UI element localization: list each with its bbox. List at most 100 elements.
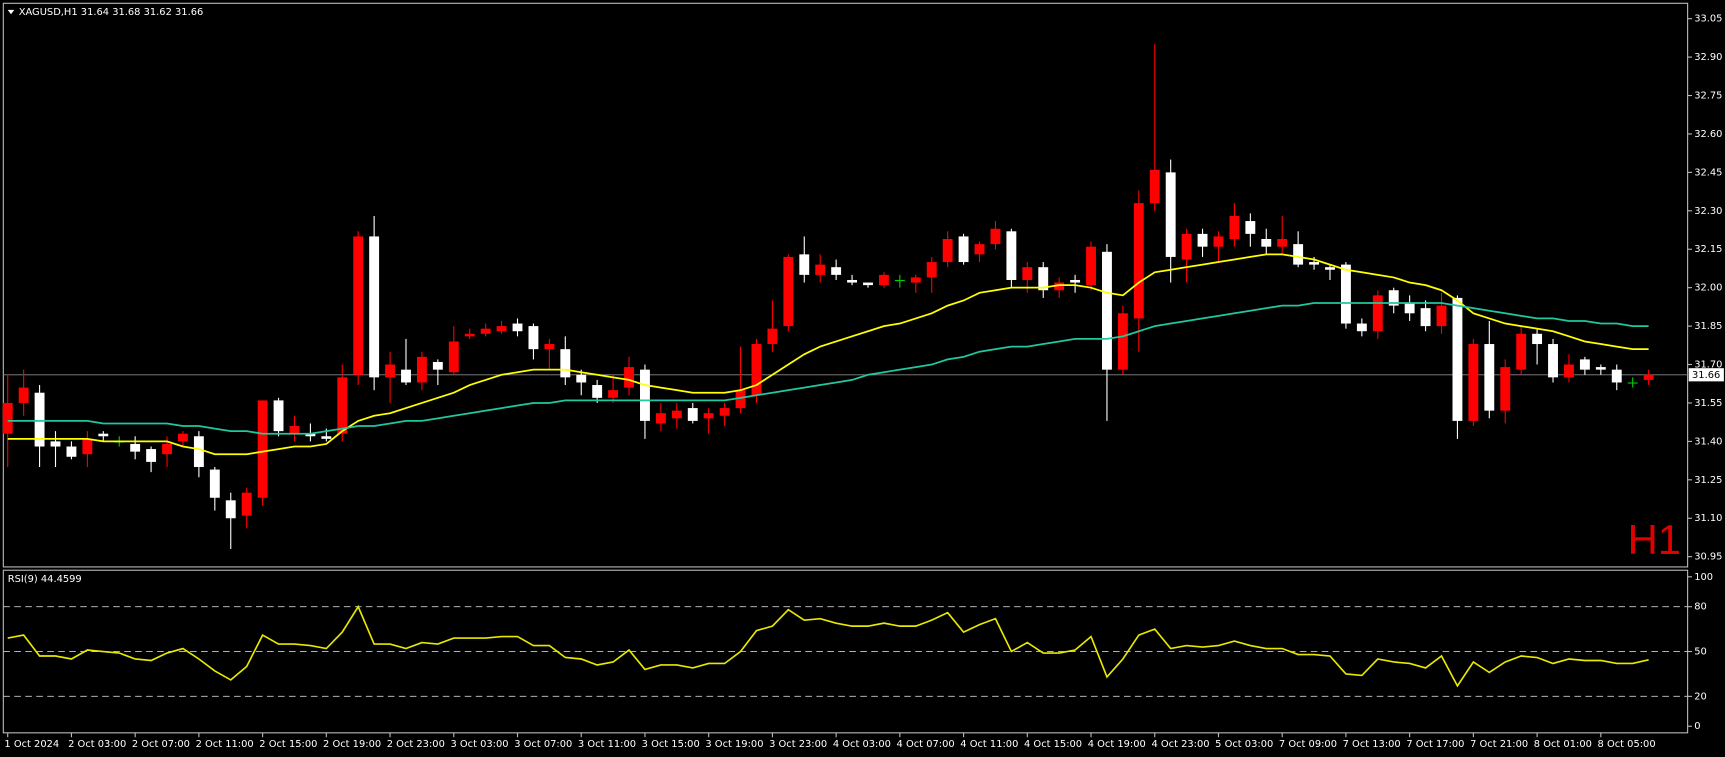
candle-body	[2, 402, 13, 434]
candle-body	[1165, 172, 1176, 257]
candle-body	[592, 385, 603, 398]
candle-body	[273, 400, 284, 432]
candle-body	[1516, 333, 1527, 370]
x-tick-label: 7 Oct 21:00	[1470, 739, 1528, 750]
candle-body	[1006, 231, 1017, 280]
candle-body	[528, 326, 539, 350]
candle-body	[847, 279, 858, 283]
x-tick-label: 7 Oct 09:00	[1279, 739, 1337, 750]
x-tick-label: 4 Oct 23:00	[1151, 739, 1209, 750]
candle-body	[448, 341, 459, 373]
x-tick-label: 2 Oct 19:00	[323, 739, 381, 750]
candle-body	[464, 333, 475, 337]
candle-body	[82, 438, 93, 455]
candle-body	[1595, 367, 1606, 370]
x-tick-label: 2 Oct 03:00	[68, 739, 126, 750]
x-tick-label: 3 Oct 11:00	[578, 739, 636, 750]
candle-body	[974, 244, 985, 255]
menu-arrow[interactable]	[7, 9, 15, 15]
candle-body	[1340, 264, 1351, 324]
candle-body	[1309, 262, 1320, 265]
x-tick-label: 4 Oct 15:00	[1024, 739, 1082, 750]
candle-body	[321, 436, 332, 439]
moving-average-line	[7, 302, 1649, 435]
candle-body	[1611, 369, 1622, 383]
candle-body	[1643, 374, 1654, 380]
candle-body	[655, 413, 666, 424]
x-tick-label: 3 Oct 07:00	[514, 739, 572, 750]
candle-body	[337, 377, 348, 434]
candle-body	[34, 392, 45, 447]
candle-body	[66, 446, 77, 457]
x-tick-label: 4 Oct 19:00	[1088, 739, 1146, 750]
symbol-header: XAGUSD,H1 31.64 31.68 31.62 31.66	[19, 7, 204, 18]
candle-body	[926, 262, 937, 278]
candle-body	[289, 426, 300, 434]
candle-body	[1579, 359, 1590, 370]
x-tick-label: 8 Oct 01:00	[1534, 739, 1592, 750]
candle-body	[1548, 344, 1558, 378]
candle-body	[910, 277, 921, 283]
x-tick-label: 5 Oct 03:00	[1215, 739, 1273, 750]
candle-body	[863, 282, 873, 286]
candle-body	[1372, 295, 1383, 332]
candle-body	[1149, 169, 1160, 204]
candle-body	[1213, 236, 1224, 247]
candle-body	[894, 279, 905, 282]
candle-body	[18, 387, 29, 403]
y-tick-label: 33.05	[1694, 14, 1722, 25]
candle-body	[130, 443, 141, 452]
y-tick-label: 32.90	[1694, 52, 1722, 63]
x-tick-label: 3 Oct 15:00	[642, 739, 700, 750]
candle-body	[990, 228, 1001, 245]
candle-body	[1133, 203, 1144, 319]
candle-body	[1261, 238, 1272, 247]
candle-body	[1181, 233, 1192, 260]
candle-body	[1532, 333, 1543, 345]
y-tick-label: 31.70	[1694, 360, 1722, 371]
candle-body	[1117, 313, 1128, 370]
candle-body	[512, 323, 523, 332]
x-tick-label: 3 Oct 19:00	[705, 739, 763, 750]
y-tick-label: 31.10	[1694, 513, 1722, 524]
candle-body	[958, 236, 969, 263]
x-tick-label: 4 Oct 11:00	[960, 739, 1018, 750]
x-tick-label: 8 Oct 05:00	[1598, 739, 1656, 750]
y-tick-label: 32.45	[1694, 167, 1722, 178]
candle-body	[1388, 290, 1399, 306]
candle-body	[1277, 238, 1288, 247]
candle-body	[1038, 267, 1049, 291]
moving-average-line	[7, 253, 1649, 456]
candle-body	[1356, 323, 1367, 332]
candle-body	[799, 254, 810, 275]
candle-body	[1054, 282, 1065, 291]
y-tick-label: 80	[1694, 602, 1707, 613]
x-tick-label: 4 Oct 03:00	[833, 739, 891, 750]
candle-body	[1627, 382, 1638, 384]
candle-body	[385, 364, 396, 378]
candle-body	[1293, 244, 1304, 265]
candle-body	[576, 374, 587, 383]
candle-body	[50, 441, 61, 447]
candle-body	[1404, 303, 1415, 314]
candle-body	[608, 390, 619, 398]
rsi-line	[7, 604, 1649, 688]
candle-body	[209, 469, 220, 498]
candle-body	[942, 238, 953, 263]
candle-body	[544, 344, 555, 350]
y-tick-label: 30.95	[1694, 552, 1722, 563]
candle-body	[1484, 344, 1495, 411]
candle-body	[1564, 364, 1574, 378]
price-panel-frame	[2, 2, 1689, 568]
candle-body	[1102, 251, 1112, 370]
x-tick-label: 1 Oct 2024	[4, 739, 59, 750]
candle-body	[496, 326, 507, 332]
rsi-title: RSI(9) 44.4599	[8, 574, 82, 585]
candle-body	[353, 236, 364, 375]
candle-body	[369, 236, 380, 378]
candle-body	[703, 413, 714, 419]
candle-body	[1420, 308, 1431, 327]
candle-body	[1468, 344, 1479, 421]
candle-body	[815, 264, 826, 275]
